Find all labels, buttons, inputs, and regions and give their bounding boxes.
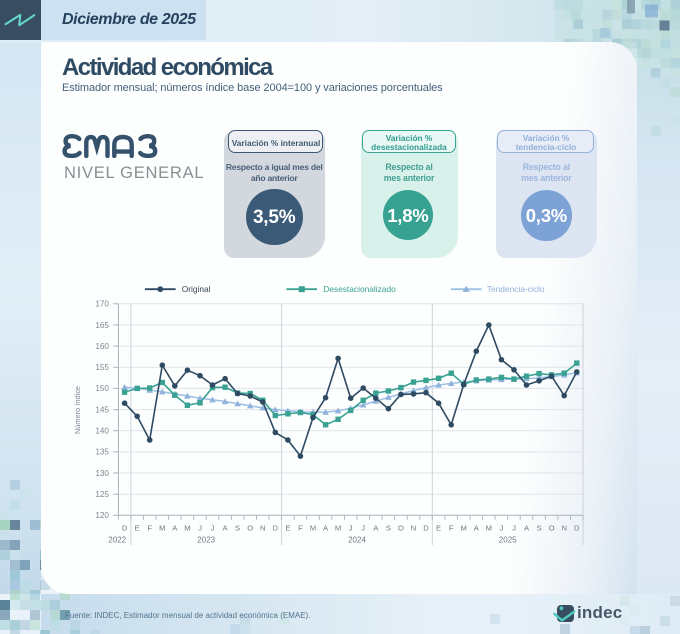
svg-text:O: O [247, 523, 253, 532]
svg-text:2024: 2024 [348, 535, 366, 544]
svg-text:2023: 2023 [197, 535, 215, 544]
svg-text:E: E [436, 523, 441, 532]
svg-text:M: M [184, 523, 190, 532]
svg-text:M: M [159, 523, 165, 532]
svg-text:S: S [537, 523, 542, 532]
svg-text:M: M [486, 523, 492, 532]
svg-text:140: 140 [95, 427, 109, 436]
svg-text:D: D [122, 523, 128, 532]
svg-text:N: N [411, 523, 416, 532]
svg-text:J: J [211, 523, 215, 532]
svg-text:N: N [260, 523, 265, 532]
svg-text:125: 125 [95, 490, 109, 499]
svg-text:J: J [198, 523, 202, 532]
svg-text:Número índice: Número índice [73, 386, 82, 434]
svg-text:D: D [273, 523, 279, 532]
svg-text:160: 160 [95, 342, 109, 351]
svg-text:J: J [349, 523, 353, 532]
svg-text:A: A [223, 523, 229, 532]
svg-text:A: A [373, 523, 379, 532]
svg-text:A: A [172, 523, 178, 532]
svg-text:M: M [310, 523, 316, 532]
svg-text:O: O [549, 523, 555, 532]
svg-text:F: F [147, 523, 152, 532]
svg-text:N: N [561, 523, 566, 532]
svg-text:170: 170 [95, 300, 109, 309]
svg-text:S: S [235, 523, 240, 532]
svg-text:J: J [512, 523, 516, 532]
svg-text:O: O [398, 523, 404, 532]
svg-text:F: F [449, 523, 454, 532]
svg-text:150: 150 [95, 384, 109, 393]
svg-text:120: 120 [95, 511, 109, 520]
svg-text:S: S [386, 523, 391, 532]
svg-text:M: M [335, 523, 341, 532]
svg-text:A: A [474, 523, 480, 532]
svg-text:130: 130 [95, 469, 109, 478]
svg-text:J: J [500, 523, 504, 532]
svg-text:J: J [361, 523, 365, 532]
svg-text:165: 165 [95, 321, 109, 330]
svg-text:Original: Original [182, 284, 211, 294]
svg-text:135: 135 [95, 448, 109, 457]
svg-text:145: 145 [95, 405, 109, 414]
svg-text:D: D [423, 523, 429, 532]
svg-text:F: F [298, 523, 303, 532]
svg-text:E: E [135, 523, 140, 532]
svg-text:2022: 2022 [108, 535, 126, 544]
svg-text:M: M [461, 523, 467, 532]
svg-text:155: 155 [95, 363, 109, 372]
svg-text:Desestacionalizado: Desestacionalizado [323, 284, 396, 294]
svg-text:2025: 2025 [499, 535, 517, 544]
svg-text:D: D [574, 523, 580, 532]
svg-text:A: A [524, 523, 530, 532]
svg-text:A: A [323, 523, 329, 532]
svg-text:Tendencia-ciclo: Tendencia-ciclo [487, 284, 545, 294]
svg-text:E: E [285, 523, 290, 532]
